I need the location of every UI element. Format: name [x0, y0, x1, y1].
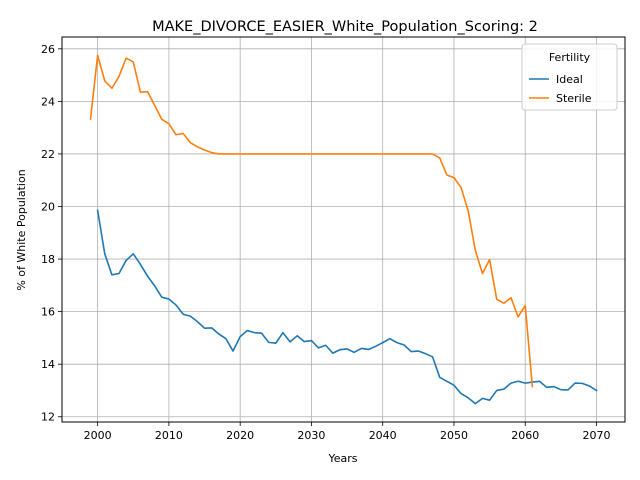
chart-title: MAKE_DIVORCE_EASIER_White_Population_Sco…	[152, 19, 538, 35]
x-tick-label: 2040	[369, 429, 397, 442]
x-tick-label: 2050	[440, 429, 468, 442]
series-line-ideal	[96, 209, 598, 405]
x-tick-label: 2020	[226, 429, 254, 442]
x-axis-label: Years	[327, 452, 357, 465]
y-axis: 12 14 16 18 20 22 24 26	[41, 43, 62, 424]
y-tick-label: 12	[41, 411, 55, 424]
x-axis: 2000 2010 2020 2030 2040 2050 2060 2070	[84, 422, 610, 442]
legend-label-sterile: Sterile	[556, 92, 592, 105]
plot-frame	[61, 36, 626, 423]
legend-title: Fertility	[549, 51, 591, 64]
y-tick-label: 18	[41, 253, 55, 266]
y-tick-label: 16	[41, 306, 55, 319]
y-tick-label: 14	[41, 358, 55, 371]
y-tick-label: 22	[41, 148, 55, 161]
x-tick-label: 2030	[297, 429, 325, 442]
x-tick-label: 2070	[582, 429, 610, 442]
x-tick-label: 2000	[84, 429, 112, 442]
legend-label-ideal: Ideal	[556, 73, 583, 86]
y-axis-label: % of White Population	[15, 169, 28, 290]
y-tick-label: 26	[41, 43, 55, 56]
legend: Fertility Ideal Sterile	[521, 43, 618, 111]
y-tick-label: 20	[41, 201, 55, 214]
y-tick-label: 24	[41, 95, 55, 108]
x-tick-label: 2010	[155, 429, 183, 442]
series-line-sterile	[89, 54, 534, 388]
legend-box	[521, 43, 618, 111]
series-lines	[89, 54, 598, 405]
x-tick-label: 2060	[511, 429, 539, 442]
